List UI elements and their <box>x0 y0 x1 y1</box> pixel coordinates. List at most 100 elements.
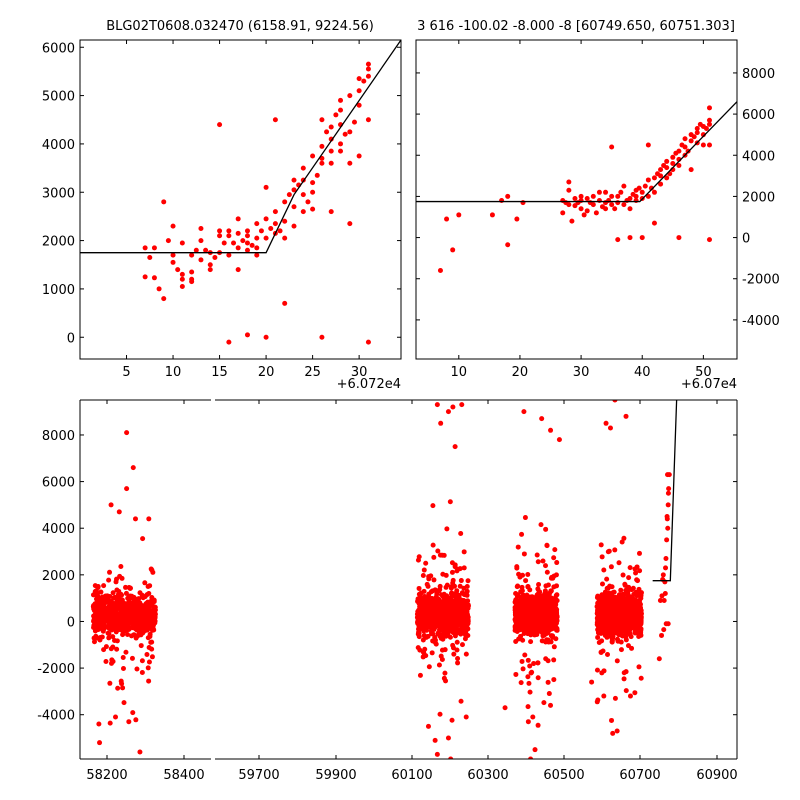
data-point <box>553 615 559 621</box>
data-point <box>108 646 114 652</box>
data-point <box>131 599 137 605</box>
data-point <box>656 656 662 662</box>
data-point <box>544 542 550 548</box>
data-point <box>319 117 325 123</box>
data-point <box>615 237 621 243</box>
data-point <box>145 609 151 615</box>
data-point <box>605 549 611 555</box>
data-point <box>123 623 129 629</box>
data-point <box>422 595 428 601</box>
x-tick-label: 20 <box>512 365 529 380</box>
data-point <box>525 572 531 578</box>
data-point <box>426 591 432 597</box>
data-point <box>517 574 523 580</box>
plot-frame <box>79 39 402 360</box>
data-point <box>272 221 278 227</box>
data-point <box>519 658 525 664</box>
data-point <box>520 200 526 206</box>
data-point <box>427 595 433 601</box>
data-point <box>538 629 544 635</box>
data-point <box>606 198 612 204</box>
data-point <box>365 61 371 67</box>
data-point <box>125 631 131 637</box>
data-point <box>254 221 260 227</box>
data-point <box>203 247 209 253</box>
x-tick-label: 30 <box>351 365 368 380</box>
data-point <box>618 647 624 653</box>
data-point <box>347 221 353 227</box>
data-point <box>452 444 458 450</box>
data-point <box>537 616 543 622</box>
data-point <box>636 664 642 670</box>
data-point <box>660 572 666 578</box>
data-point <box>365 73 371 79</box>
data-point <box>113 629 119 635</box>
data-point <box>143 627 149 633</box>
data-point <box>272 209 278 215</box>
x-tick-label: 15 <box>211 365 228 380</box>
data-point <box>121 628 127 634</box>
data-point <box>633 193 639 199</box>
data-point <box>146 659 152 665</box>
data-point <box>149 654 155 660</box>
data-point <box>623 669 629 675</box>
data-point <box>614 658 620 664</box>
data-point <box>622 627 628 633</box>
data-point <box>244 228 250 234</box>
data-point <box>124 486 130 492</box>
data-point <box>651 220 657 226</box>
data-point <box>444 624 450 630</box>
data-point <box>639 235 645 241</box>
data-point <box>609 626 615 632</box>
data-point <box>535 675 541 681</box>
data-point <box>442 670 448 676</box>
data-point <box>458 698 464 704</box>
data-point <box>419 621 425 627</box>
data-point <box>464 584 470 590</box>
data-point <box>636 550 642 556</box>
data-point <box>638 616 644 622</box>
data-point <box>268 226 274 231</box>
data-point <box>445 409 451 415</box>
data-point <box>627 619 633 625</box>
data-point <box>623 688 629 694</box>
data-point <box>452 633 458 639</box>
data-point <box>300 165 306 171</box>
data-point <box>502 705 508 711</box>
data-point <box>151 275 157 281</box>
data-point <box>544 569 550 575</box>
data-point <box>98 589 104 595</box>
data-point <box>553 572 559 578</box>
data-point <box>130 465 136 471</box>
y-tick-label: 8000 <box>742 67 775 82</box>
data-point <box>114 602 120 608</box>
data-point <box>207 267 213 273</box>
data-point <box>444 602 450 608</box>
data-point <box>137 601 143 607</box>
data-point <box>615 617 621 623</box>
y-tick-label: -4000 <box>37 709 75 724</box>
data-point <box>551 584 557 590</box>
data-point <box>300 192 306 198</box>
data-point <box>428 573 434 579</box>
data-point <box>365 117 371 123</box>
data-point <box>578 193 584 199</box>
data-point <box>554 592 560 598</box>
data-point <box>217 122 223 128</box>
data-point <box>566 187 572 193</box>
data-point <box>437 711 443 717</box>
x-tick-label: 60700 <box>619 768 660 783</box>
data-point <box>446 628 452 634</box>
data-point <box>108 502 114 508</box>
data-point <box>528 756 534 759</box>
data-point <box>122 615 128 621</box>
data-point <box>123 649 129 655</box>
data-point <box>514 594 520 600</box>
x-tick-label: 60500 <box>543 768 584 783</box>
data-point <box>663 565 669 571</box>
x-tick-label: 58400 <box>163 768 204 783</box>
data-point <box>602 632 608 638</box>
data-point <box>417 647 423 653</box>
data-point <box>459 402 465 408</box>
x-tick-label: 59900 <box>315 768 356 783</box>
